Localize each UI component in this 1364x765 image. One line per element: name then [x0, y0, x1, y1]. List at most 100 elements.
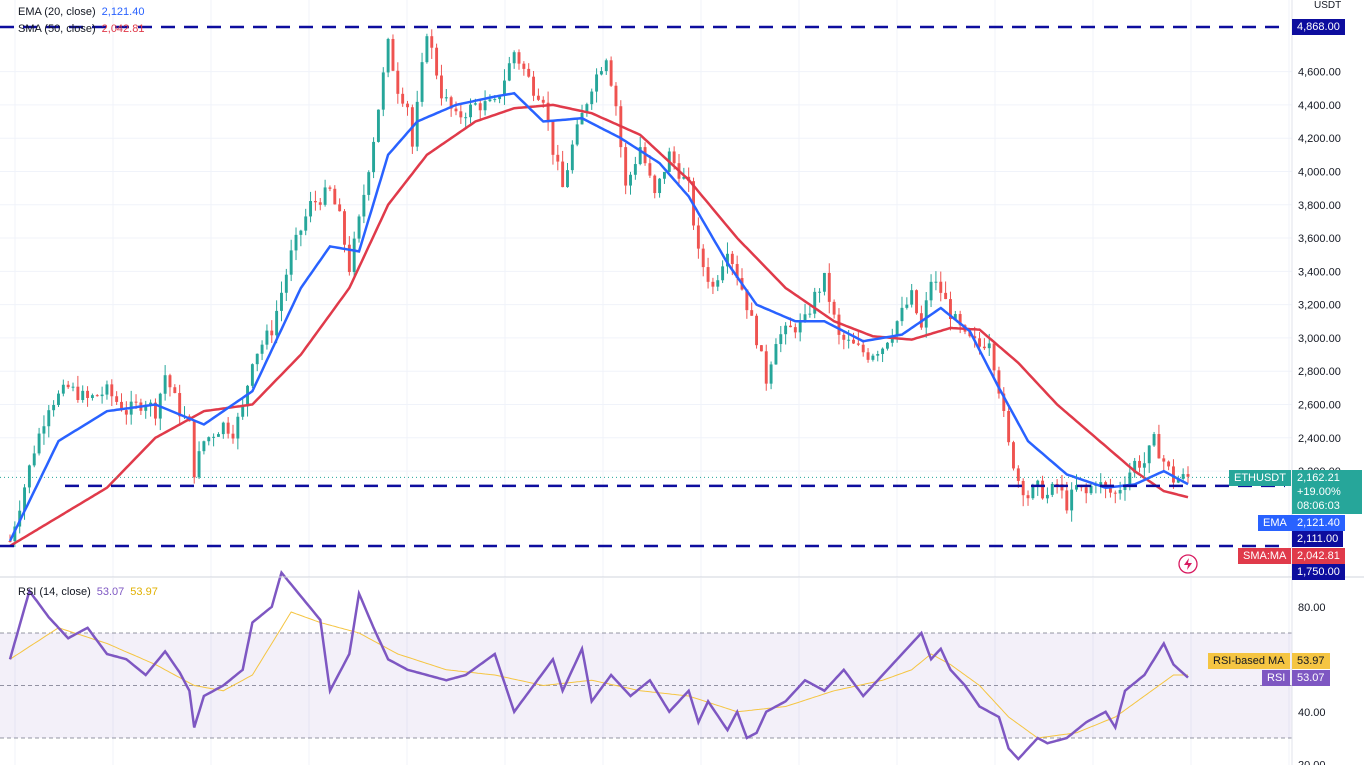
- sma-value-tag: 2,042.81: [1292, 548, 1345, 564]
- candle: [653, 174, 657, 199]
- candle: [221, 421, 225, 439]
- candle: [250, 363, 254, 388]
- candle: [827, 263, 831, 314]
- candle: [459, 104, 463, 124]
- candle: [100, 386, 104, 404]
- rsi-tick: 20.00: [1298, 759, 1326, 765]
- candle: [149, 399, 153, 417]
- candle: [532, 71, 536, 102]
- candle: [721, 260, 725, 284]
- candle: [769, 361, 773, 390]
- candle: [585, 102, 589, 117]
- ema-legend-value: 2,121.40: [101, 6, 145, 18]
- last-price: 2,162.21: [1297, 472, 1340, 484]
- candle: [275, 300, 279, 344]
- rsi-line: [8, 569, 1189, 761]
- last-price-tag: 2,162.21 +19.00% 08:06:03: [1292, 470, 1362, 514]
- candle: [726, 242, 729, 274]
- candle: [536, 88, 540, 102]
- candle: [944, 281, 948, 300]
- candle: [871, 353, 875, 362]
- candle: [212, 433, 216, 447]
- candle: [163, 365, 167, 401]
- lightning-icon[interactable]: [1178, 554, 1198, 574]
- price-tick: 2,600.00: [1298, 400, 1341, 412]
- level-top-tag: 4,868.00: [1292, 19, 1345, 35]
- sma-line: [9, 103, 1189, 548]
- price-axis[interactable]: 4,600.00 4,400.00 4,200.00 4,000.00 3,800.00…: [1293, 0, 1364, 765]
- candle: [570, 140, 574, 174]
- candle: [924, 292, 928, 338]
- candle: [444, 88, 448, 102]
- candle: [633, 156, 637, 180]
- candle: [236, 412, 240, 450]
- candle: [1152, 431, 1156, 447]
- candle: [333, 185, 337, 205]
- bar-countdown: 08:06:03: [1297, 500, 1340, 512]
- candle: [750, 302, 754, 316]
- candle: [483, 90, 487, 116]
- candle: [1002, 387, 1006, 417]
- candle: [1045, 487, 1049, 504]
- candle: [115, 391, 119, 406]
- candle: [590, 88, 594, 110]
- candle: [793, 323, 797, 339]
- ema-legend[interactable]: EMA (20, close) 2,121.40: [18, 6, 144, 18]
- candle: [609, 56, 613, 87]
- ema-legend-label: EMA (20, close): [18, 6, 96, 18]
- candle: [435, 43, 439, 80]
- candle: [798, 313, 802, 342]
- candle: [376, 109, 380, 143]
- candle: [1065, 481, 1069, 514]
- candle: [599, 66, 603, 76]
- candle: [192, 420, 196, 484]
- candle: [905, 297, 909, 310]
- rsi-ma-value-tag: 53.97: [1292, 653, 1330, 669]
- candle: [1167, 460, 1171, 471]
- candle: [216, 432, 220, 437]
- candle: [1186, 466, 1190, 484]
- candle: [842, 331, 846, 350]
- candle: [982, 338, 986, 351]
- candle: [1012, 440, 1015, 471]
- price-tick: 2,800.00: [1298, 366, 1341, 378]
- candle: [556, 144, 560, 171]
- candle: [522, 61, 526, 76]
- candle: [1050, 481, 1054, 498]
- candle: [808, 305, 812, 318]
- candle: [284, 268, 288, 301]
- level-mid-tag: 2,111.00: [1292, 531, 1344, 547]
- candle: [885, 341, 889, 351]
- candle: [32, 445, 36, 468]
- candle: [381, 67, 385, 117]
- candle: [711, 277, 715, 294]
- candle: [1181, 468, 1185, 482]
- candle: [701, 244, 705, 277]
- candle: [512, 50, 516, 69]
- rsi-legend[interactable]: RSI (14, close) 53.07 53.97: [18, 586, 158, 598]
- candle: [178, 384, 182, 425]
- candle: [595, 68, 599, 103]
- price-tick: 4,400.00: [1298, 100, 1341, 112]
- rsi-band: [0, 633, 1292, 738]
- sma-legend-value: 2,042.81: [101, 23, 145, 35]
- candle: [551, 120, 555, 165]
- candle: [47, 405, 51, 438]
- candle: [226, 417, 230, 439]
- candle: [406, 100, 409, 116]
- candle: [57, 390, 60, 407]
- candle: [813, 287, 817, 319]
- rsi-name-tag: RSI: [1262, 670, 1291, 686]
- candle: [1007, 406, 1011, 446]
- candle: [832, 299, 836, 319]
- candle: [919, 305, 923, 330]
- sma-legend[interactable]: SMA (50, close) 2,042.81: [18, 23, 144, 35]
- candle: [425, 33, 429, 64]
- candle: [323, 179, 327, 207]
- rsi-legend-label: RSI (14, close): [18, 586, 91, 598]
- candle: [1113, 490, 1117, 504]
- sma-legend-label: SMA (50, close): [18, 23, 96, 35]
- candle: [604, 58, 608, 75]
- candle: [343, 209, 346, 253]
